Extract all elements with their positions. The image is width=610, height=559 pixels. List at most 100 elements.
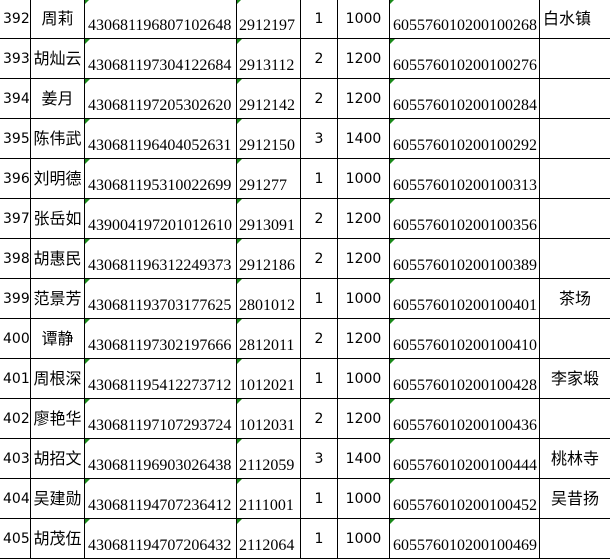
amount-cell[interactable]: 1000 bbox=[338, 479, 390, 519]
code-cell[interactable]: 2912150 bbox=[237, 119, 301, 159]
account-cell[interactable]: 605576010200100410 bbox=[390, 319, 540, 359]
name-cell[interactable]: 周莉 bbox=[31, 0, 85, 39]
amount-cell[interactable]: 1000 bbox=[338, 279, 390, 319]
code-cell[interactable]: 2111001 bbox=[237, 479, 301, 519]
code-cell[interactable]: 2912142 bbox=[237, 79, 301, 119]
amount-cell[interactable]: 1000 bbox=[338, 359, 390, 399]
name-cell[interactable]: 姜月 bbox=[31, 79, 85, 119]
amount-cell[interactable]: 1200 bbox=[338, 39, 390, 79]
amount-cell[interactable]: 1400 bbox=[338, 119, 390, 159]
id-number-cell[interactable]: 430681194707206432 bbox=[85, 519, 237, 559]
location-cell[interactable] bbox=[540, 119, 610, 159]
id-number-cell[interactable]: 430681193703177625 bbox=[85, 279, 237, 319]
name-cell[interactable]: 陈伟武 bbox=[31, 119, 85, 159]
amount-cell[interactable]: 1200 bbox=[338, 199, 390, 239]
count-cell[interactable]: 2 bbox=[301, 239, 338, 279]
account-cell[interactable]: 605576010200100444 bbox=[390, 439, 540, 479]
account-cell[interactable]: 605576010200100436 bbox=[390, 399, 540, 439]
amount-cell[interactable]: 1200 bbox=[338, 319, 390, 359]
account-cell[interactable]: 605576010200100469 bbox=[390, 519, 540, 559]
code-cell[interactable]: 291277 bbox=[237, 159, 301, 199]
code-cell[interactable]: 2912197 bbox=[237, 0, 301, 39]
id-number-cell[interactable]: 430681194707236412 bbox=[85, 479, 237, 519]
location-cell[interactable] bbox=[540, 199, 610, 239]
row-number-cell[interactable]: 404 bbox=[0, 479, 31, 519]
id-number-cell[interactable]: 430681195412273712 bbox=[85, 359, 237, 399]
name-cell[interactable]: 范景芳 bbox=[31, 279, 85, 319]
name-cell[interactable]: 胡灿云 bbox=[31, 39, 85, 79]
row-number-cell[interactable]: 393 bbox=[0, 39, 31, 79]
account-cell[interactable]: 605576010200100452 bbox=[390, 479, 540, 519]
row-number-cell[interactable]: 398 bbox=[0, 239, 31, 279]
row-number-cell[interactable]: 402 bbox=[0, 399, 31, 439]
count-cell[interactable]: 2 bbox=[301, 319, 338, 359]
row-number-cell[interactable]: 392 bbox=[0, 0, 31, 39]
amount-cell[interactable]: 1200 bbox=[338, 399, 390, 439]
id-number-cell[interactable]: 439004197201012610 bbox=[85, 199, 237, 239]
amount-cell[interactable]: 1000 bbox=[338, 0, 390, 39]
row-number-cell[interactable]: 399 bbox=[0, 279, 31, 319]
account-cell[interactable]: 605576010200100292 bbox=[390, 119, 540, 159]
location-cell[interactable] bbox=[540, 159, 610, 199]
account-cell[interactable]: 605576010200100389 bbox=[390, 239, 540, 279]
location-cell[interactable]: 桃林寺 bbox=[540, 439, 610, 479]
location-cell[interactable] bbox=[540, 319, 610, 359]
amount-cell[interactable]: 1400 bbox=[338, 439, 390, 479]
account-cell[interactable]: 605576010200100428 bbox=[390, 359, 540, 399]
row-number-cell[interactable]: 396 bbox=[0, 159, 31, 199]
code-cell[interactable]: 2112059 bbox=[237, 439, 301, 479]
code-cell[interactable]: 2913112 bbox=[237, 39, 301, 79]
row-number-cell[interactable]: 395 bbox=[0, 119, 31, 159]
row-number-cell[interactable]: 400 bbox=[0, 319, 31, 359]
name-cell[interactable]: 周根深 bbox=[31, 359, 85, 399]
account-cell[interactable]: 605576010200100268 bbox=[390, 0, 540, 39]
code-cell[interactable]: 2801012 bbox=[237, 279, 301, 319]
id-number-cell[interactable]: 430681197107293724 bbox=[85, 399, 237, 439]
count-cell[interactable]: 1 bbox=[301, 279, 338, 319]
count-cell[interactable]: 1 bbox=[301, 159, 338, 199]
code-cell[interactable]: 1012021 bbox=[237, 359, 301, 399]
count-cell[interactable]: 1 bbox=[301, 359, 338, 399]
amount-cell[interactable]: 1200 bbox=[338, 239, 390, 279]
id-number-cell[interactable]: 430681197304122684 bbox=[85, 39, 237, 79]
name-cell[interactable]: 谭静 bbox=[31, 319, 85, 359]
location-cell[interactable]: 李家塅 bbox=[540, 359, 610, 399]
id-number-cell[interactable]: 430681196807102648 bbox=[85, 0, 237, 39]
name-cell[interactable]: 张岳如 bbox=[31, 199, 85, 239]
name-cell[interactable]: 刘明德 bbox=[31, 159, 85, 199]
code-cell[interactable]: 2112064 bbox=[237, 519, 301, 559]
account-cell[interactable]: 605576010200100313 bbox=[390, 159, 540, 199]
row-number-cell[interactable]: 401 bbox=[0, 359, 31, 399]
location-cell[interactable] bbox=[540, 39, 610, 79]
row-number-cell[interactable]: 394 bbox=[0, 79, 31, 119]
location-cell[interactable] bbox=[540, 519, 610, 559]
count-cell[interactable]: 3 bbox=[301, 119, 338, 159]
count-cell[interactable]: 2 bbox=[301, 79, 338, 119]
count-cell[interactable]: 2 bbox=[301, 199, 338, 239]
account-cell[interactable]: 605576010200100284 bbox=[390, 79, 540, 119]
code-cell[interactable]: 2912186 bbox=[237, 239, 301, 279]
location-cell[interactable]: 吴昔扬 bbox=[540, 479, 610, 519]
id-number-cell[interactable]: 430681196404052631 bbox=[85, 119, 237, 159]
amount-cell[interactable]: 1000 bbox=[338, 159, 390, 199]
id-number-cell[interactable]: 430681195310022699 bbox=[85, 159, 237, 199]
name-cell[interactable]: 廖艳华 bbox=[31, 399, 85, 439]
row-number-cell[interactable]: 397 bbox=[0, 199, 31, 239]
row-number-cell[interactable]: 403 bbox=[0, 439, 31, 479]
id-number-cell[interactable]: 430681196312249373 bbox=[85, 239, 237, 279]
count-cell[interactable]: 1 bbox=[301, 519, 338, 559]
count-cell[interactable]: 1 bbox=[301, 479, 338, 519]
amount-cell[interactable]: 1000 bbox=[338, 519, 390, 559]
code-cell[interactable]: 2913091 bbox=[237, 199, 301, 239]
location-cell[interactable] bbox=[540, 239, 610, 279]
amount-cell[interactable]: 1200 bbox=[338, 79, 390, 119]
count-cell[interactable]: 1 bbox=[301, 0, 338, 39]
account-cell[interactable]: 605576010200100276 bbox=[390, 39, 540, 79]
code-cell[interactable]: 1012031 bbox=[237, 399, 301, 439]
name-cell[interactable]: 胡招文 bbox=[31, 439, 85, 479]
code-cell[interactable]: 2812011 bbox=[237, 319, 301, 359]
account-cell[interactable]: 605576010200100401 bbox=[390, 279, 540, 319]
id-number-cell[interactable]: 430681196903026438 bbox=[85, 439, 237, 479]
location-cell[interactable] bbox=[540, 399, 610, 439]
id-number-cell[interactable]: 430681197205302620 bbox=[85, 79, 237, 119]
